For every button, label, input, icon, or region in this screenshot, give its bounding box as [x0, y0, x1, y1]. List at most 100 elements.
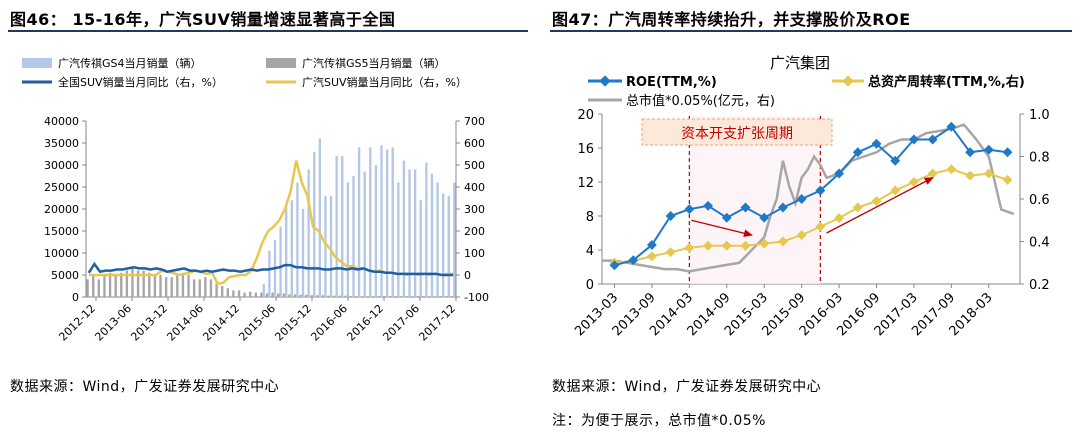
marker-roe: [983, 144, 994, 155]
bar-gs5: [316, 295, 319, 297]
bar-gs4: [441, 193, 445, 297]
left-y-tick-label: 40000: [44, 115, 79, 128]
right-y-tick-label: 400: [464, 181, 485, 194]
marker-asset-turnover: [815, 221, 826, 232]
bar-gs5: [445, 296, 448, 297]
bar-gs4: [363, 171, 366, 297]
bar-gs5: [344, 295, 347, 297]
bar-gs5: [86, 279, 89, 297]
left-y-tick-label: 25000: [44, 181, 79, 194]
right-y-tick-label: 1.0: [1029, 108, 1050, 123]
marker-asset-turnover: [646, 251, 657, 262]
legend-swatch-gs5: [266, 58, 296, 68]
bar-gs4: [341, 156, 344, 297]
marker-roe: [1002, 147, 1013, 158]
bar-gs5: [265, 293, 269, 297]
bar-gs5: [92, 275, 95, 297]
legend-label-gac: 广汽SUV销量当月同比（右，%）: [302, 75, 467, 89]
bar-gs4: [301, 209, 305, 297]
left-y-tick-label: 30000: [44, 159, 79, 172]
bar-gs4: [369, 147, 372, 297]
marker-roe: [965, 147, 976, 158]
line-national-suv-yoy: [87, 261, 454, 277]
x-tick-label: 2015-12: [272, 302, 314, 344]
line-market-cap: [602, 123, 1015, 273]
bar-gs5: [333, 295, 336, 297]
bar-gs4: [279, 226, 282, 297]
bar-gs5: [417, 296, 420, 297]
x-tick-label: 2016-12: [344, 302, 386, 344]
left-y-tick-label: 5000: [51, 269, 79, 282]
marker-asset-turnover: [796, 230, 807, 241]
bar-gs5: [254, 292, 257, 297]
marker-roe: [815, 185, 826, 196]
legend-label-roe: ROE(TTM,%): [626, 75, 717, 90]
bar-gs4: [318, 138, 322, 297]
right-chart-title: 图47：广汽周转率持续抬升，并支撑股价及ROE: [552, 10, 911, 29]
bar-gs4: [352, 176, 355, 297]
bar-gs5: [249, 291, 252, 297]
bar-gs5: [159, 275, 162, 297]
right-y-tick-label: 0.4: [1029, 236, 1050, 251]
marker-roe: [796, 194, 807, 204]
marker-asset-turnover: [852, 202, 863, 213]
bar-gs4: [374, 165, 378, 297]
bar-gs5: [97, 279, 101, 297]
bar-gs5: [277, 293, 280, 297]
legend-label-mcap: 总市值*0.05%(亿元，右): [626, 93, 775, 109]
right-y-tick-label: 0.6: [1029, 193, 1050, 208]
legend-label-national: 全国SUV销量当月同比（右，%）: [58, 75, 223, 89]
right-chart: 广汽集团 ROE(TTM,%) 总资产周转率(TTM,%,右) 总市值*0.05…: [572, 54, 1050, 339]
right-y-tick-label: 500: [464, 159, 485, 172]
bar-gs5: [187, 275, 190, 297]
right-y-tick-label: 600: [464, 137, 485, 150]
bar-gs5: [243, 292, 246, 297]
marker-roe: [665, 211, 676, 221]
bar-gs5: [226, 288, 229, 297]
bar-gs4: [335, 156, 338, 297]
bar-gs5: [288, 294, 291, 297]
marker-roe: [628, 255, 639, 266]
right-y-tick-label: 700: [464, 115, 485, 128]
right-y-tick-label: 200: [464, 225, 485, 238]
bar-gs5: [260, 292, 263, 297]
marker-asset-turnover: [665, 247, 676, 258]
x-tick-label: 2016-06: [308, 302, 350, 344]
right-footnote: 注：为便于展示，总市值*0.05%: [552, 413, 766, 429]
bar-gs4: [397, 182, 400, 297]
bar-gs5: [136, 270, 140, 297]
bar-gs5: [209, 279, 213, 297]
marker-asset-turnover: [871, 196, 882, 207]
left-plot-area: 0500010000150002000025000300003500040000…: [44, 115, 489, 344]
bar-gs5: [148, 272, 151, 297]
legend-marker-turnover: [842, 75, 854, 87]
bar-gs5: [237, 290, 241, 297]
bar-gs5: [293, 294, 297, 297]
marker-roe: [834, 168, 845, 179]
bar-gs4: [436, 182, 439, 297]
legend-swatch-gs4: [22, 58, 52, 68]
left-y-tick-label: 10000: [44, 247, 79, 260]
right-y-tick-label: 0.2: [1029, 278, 1050, 293]
marker-asset-turnover: [1002, 174, 1013, 185]
bar-gs4: [385, 149, 389, 297]
bar-gs5: [355, 296, 358, 297]
left-legend: 广汽传祺GS4当月销量（辆） 广汽传祺GS5当月销量（辆） 全国SUV销量当月同…: [22, 56, 467, 89]
right-source-note: 数据来源：Wind，广发证券发展研究中心: [552, 379, 822, 395]
right-y-tick-label: 0.8: [1029, 151, 1050, 166]
marker-roe: [908, 134, 919, 145]
x-tick-label: 2014-12: [200, 302, 242, 344]
bar-gs5: [400, 296, 403, 297]
marker-asset-turnover: [965, 170, 976, 181]
bar-gs5: [103, 275, 106, 297]
bar-gs5: [215, 283, 218, 297]
bar-gs5: [114, 275, 117, 297]
bar-gs5: [321, 295, 325, 297]
bar-gs5: [366, 296, 370, 297]
bar-gs5: [394, 296, 398, 297]
marker-asset-turnover: [946, 164, 957, 175]
left-y-tick-label: 20: [577, 108, 594, 123]
line-asset-turnover: [614, 168, 1008, 264]
marker-asset-turnover: [759, 238, 770, 249]
bar-gs5: [271, 292, 274, 297]
